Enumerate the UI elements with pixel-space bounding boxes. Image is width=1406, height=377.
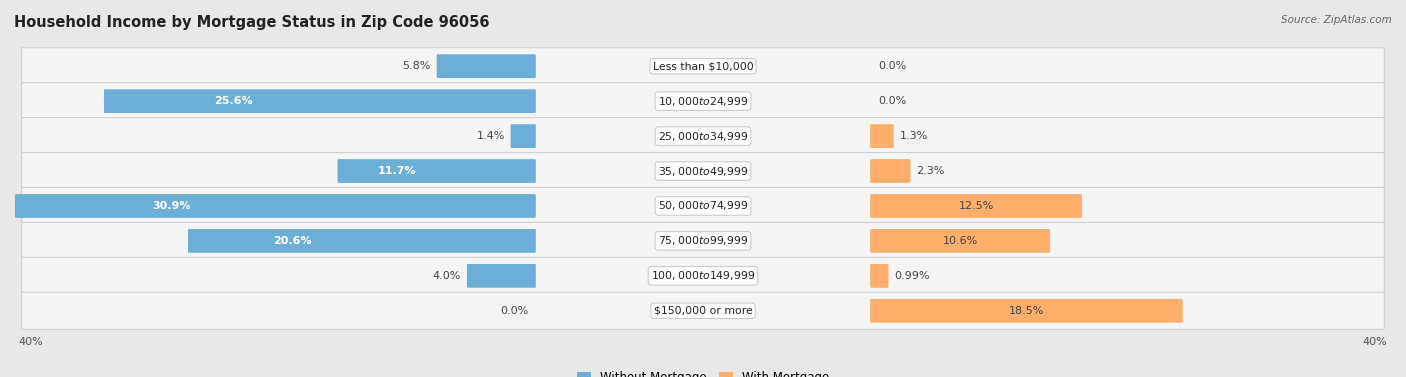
Text: $35,000 to $49,999: $35,000 to $49,999 — [658, 164, 748, 178]
FancyBboxPatch shape — [337, 159, 536, 183]
FancyBboxPatch shape — [21, 48, 1385, 85]
Text: Less than $10,000: Less than $10,000 — [652, 61, 754, 71]
Text: 12.5%: 12.5% — [959, 201, 994, 211]
FancyBboxPatch shape — [870, 124, 894, 148]
FancyBboxPatch shape — [467, 264, 536, 288]
Legend: Without Mortgage, With Mortgage: Without Mortgage, With Mortgage — [572, 366, 834, 377]
Text: $50,000 to $74,999: $50,000 to $74,999 — [658, 199, 748, 213]
FancyBboxPatch shape — [21, 257, 1385, 294]
Text: $150,000 or more: $150,000 or more — [654, 306, 752, 316]
Text: 18.5%: 18.5% — [1008, 306, 1045, 316]
FancyBboxPatch shape — [21, 292, 1385, 329]
Text: 4.0%: 4.0% — [433, 271, 461, 281]
FancyBboxPatch shape — [870, 229, 1050, 253]
FancyBboxPatch shape — [437, 54, 536, 78]
FancyBboxPatch shape — [21, 118, 1385, 155]
Text: Source: ZipAtlas.com: Source: ZipAtlas.com — [1281, 15, 1392, 25]
Text: 2.3%: 2.3% — [917, 166, 945, 176]
Text: 0.99%: 0.99% — [894, 271, 929, 281]
FancyBboxPatch shape — [870, 159, 911, 183]
Text: $10,000 to $24,999: $10,000 to $24,999 — [658, 95, 748, 108]
Text: 20.6%: 20.6% — [273, 236, 312, 246]
Text: 1.4%: 1.4% — [477, 131, 505, 141]
FancyBboxPatch shape — [510, 124, 536, 148]
Text: 0.0%: 0.0% — [877, 61, 905, 71]
FancyBboxPatch shape — [21, 222, 1385, 259]
Text: Household Income by Mortgage Status in Zip Code 96056: Household Income by Mortgage Status in Z… — [14, 15, 489, 30]
Text: 11.7%: 11.7% — [378, 166, 416, 176]
Text: 5.8%: 5.8% — [402, 61, 430, 71]
Text: 10.6%: 10.6% — [942, 236, 977, 246]
FancyBboxPatch shape — [870, 194, 1083, 218]
Text: $25,000 to $34,999: $25,000 to $34,999 — [658, 130, 748, 143]
FancyBboxPatch shape — [188, 229, 536, 253]
Text: $75,000 to $99,999: $75,000 to $99,999 — [658, 234, 748, 247]
FancyBboxPatch shape — [870, 299, 1182, 323]
Text: 1.3%: 1.3% — [900, 131, 928, 141]
FancyBboxPatch shape — [15, 194, 536, 218]
FancyBboxPatch shape — [870, 264, 889, 288]
Text: 30.9%: 30.9% — [152, 201, 191, 211]
Text: $100,000 to $149,999: $100,000 to $149,999 — [651, 269, 755, 282]
FancyBboxPatch shape — [21, 153, 1385, 190]
Text: 25.6%: 25.6% — [215, 96, 253, 106]
FancyBboxPatch shape — [104, 89, 536, 113]
Text: 0.0%: 0.0% — [877, 96, 905, 106]
FancyBboxPatch shape — [21, 83, 1385, 120]
Text: 0.0%: 0.0% — [501, 306, 529, 316]
FancyBboxPatch shape — [21, 187, 1385, 224]
